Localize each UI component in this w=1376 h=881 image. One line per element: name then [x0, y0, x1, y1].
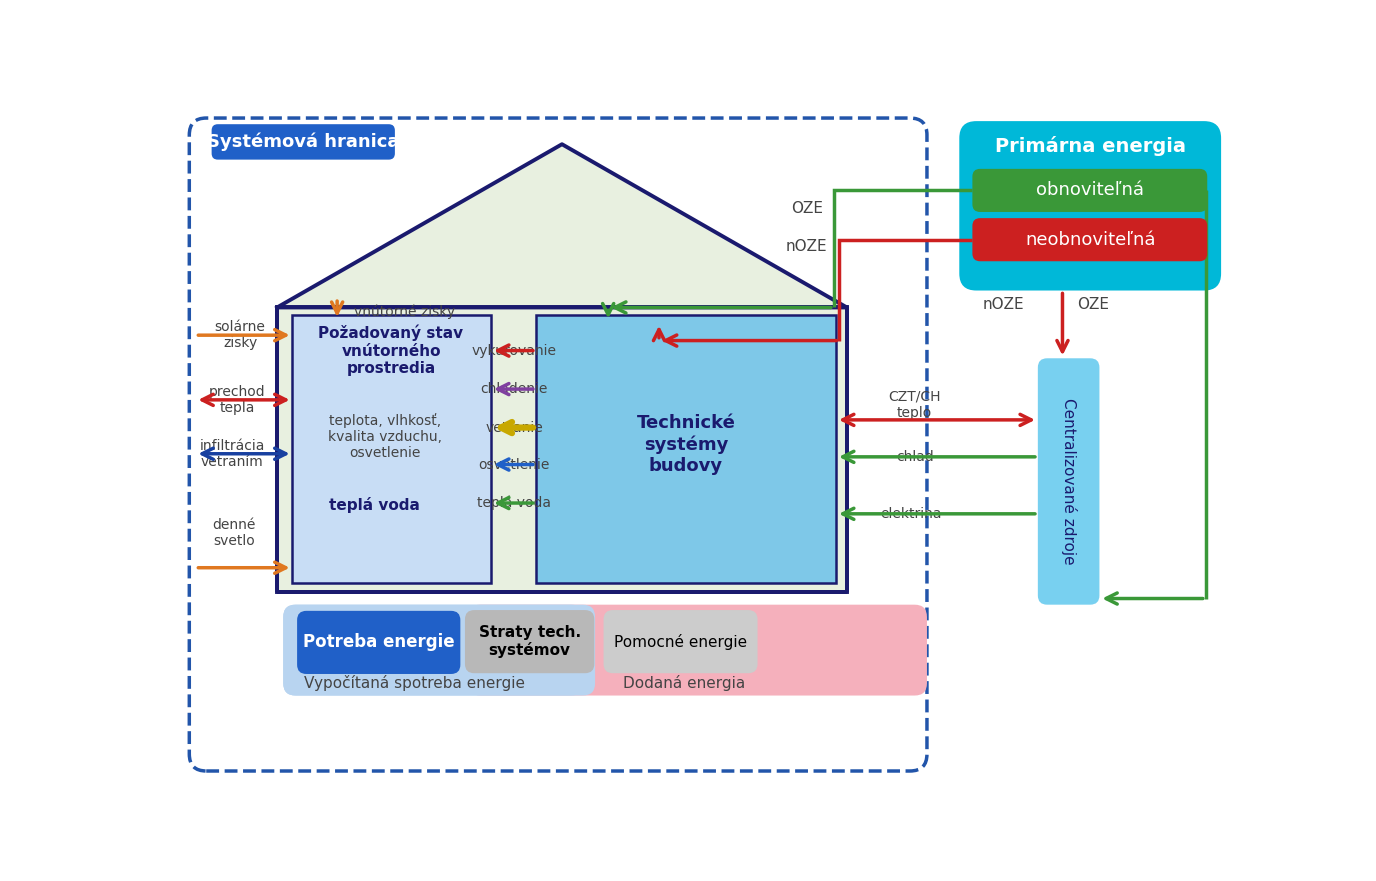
FancyBboxPatch shape — [465, 610, 594, 673]
Bar — [491, 315, 535, 583]
FancyBboxPatch shape — [973, 169, 1207, 212]
Text: nOZE: nOZE — [982, 297, 1024, 312]
FancyBboxPatch shape — [283, 604, 583, 695]
Text: Technické
systémy
budovy: Technické systémy budovy — [637, 414, 735, 475]
Text: neobnoviteľná: neobnoviteľná — [1025, 231, 1156, 248]
Text: Primárna energia: Primárna energia — [995, 136, 1186, 156]
Text: obnoviteľná: obnoviteľná — [1036, 181, 1145, 199]
Text: Potreba energie: Potreba energie — [303, 633, 454, 651]
Text: chladenie: chladenie — [480, 382, 548, 396]
Text: Požadovaný stav
vnútorného
prostredia: Požadovaný stav vnútorného prostredia — [318, 325, 464, 376]
Text: vetranie: vetranie — [486, 420, 544, 434]
Polygon shape — [277, 144, 846, 307]
FancyBboxPatch shape — [604, 610, 758, 673]
Bar — [277, 307, 846, 592]
Text: vnútorné zisky: vnútorné zisky — [354, 305, 455, 319]
Text: nOZE: nOZE — [786, 239, 827, 254]
Text: chlad: chlad — [896, 450, 933, 463]
Text: osvetlenie: osvetlenie — [479, 457, 550, 471]
Text: Straty tech.
systémov: Straty tech. systémov — [479, 625, 581, 658]
Text: denné
svetlo: denné svetlo — [212, 518, 256, 548]
Text: CZT/CH
teplo: CZT/CH teplo — [889, 389, 941, 419]
FancyBboxPatch shape — [297, 611, 461, 674]
FancyBboxPatch shape — [1038, 359, 1099, 604]
Text: elektrina: elektrina — [881, 507, 941, 521]
Text: Dodaná energia: Dodaná energia — [622, 675, 744, 692]
Text: prechod
tepla: prechod tepla — [209, 385, 266, 415]
Text: teplota, vlhkosť,
kvalita vzduchu,
osvetlenie: teplota, vlhkosť, kvalita vzduchu, osvet… — [327, 413, 442, 461]
Text: vykurovanie: vykurovanie — [472, 344, 557, 358]
Text: teplá voda: teplá voda — [329, 497, 420, 513]
FancyBboxPatch shape — [212, 124, 395, 159]
Text: OZE: OZE — [1077, 297, 1109, 312]
FancyBboxPatch shape — [959, 121, 1221, 291]
Text: solárne
zisky: solárne zisky — [215, 320, 266, 351]
FancyBboxPatch shape — [468, 604, 927, 695]
Text: Vypočítaná spotreba energie: Vypočítaná spotreba energie — [304, 675, 524, 692]
Text: Pomocné energie: Pomocné energie — [614, 633, 747, 649]
Text: Centralizované zdroje: Centralizované zdroje — [1061, 398, 1076, 565]
FancyBboxPatch shape — [973, 218, 1207, 262]
Text: Systémová hranica: Systémová hranica — [206, 133, 399, 152]
Bar — [293, 315, 491, 583]
Text: teplá voda: teplá voda — [477, 496, 552, 510]
FancyBboxPatch shape — [283, 604, 594, 695]
Bar — [535, 315, 837, 583]
Text: infiltrácia
vetraním: infiltrácia vetraním — [200, 439, 266, 469]
Text: OZE: OZE — [791, 201, 823, 216]
